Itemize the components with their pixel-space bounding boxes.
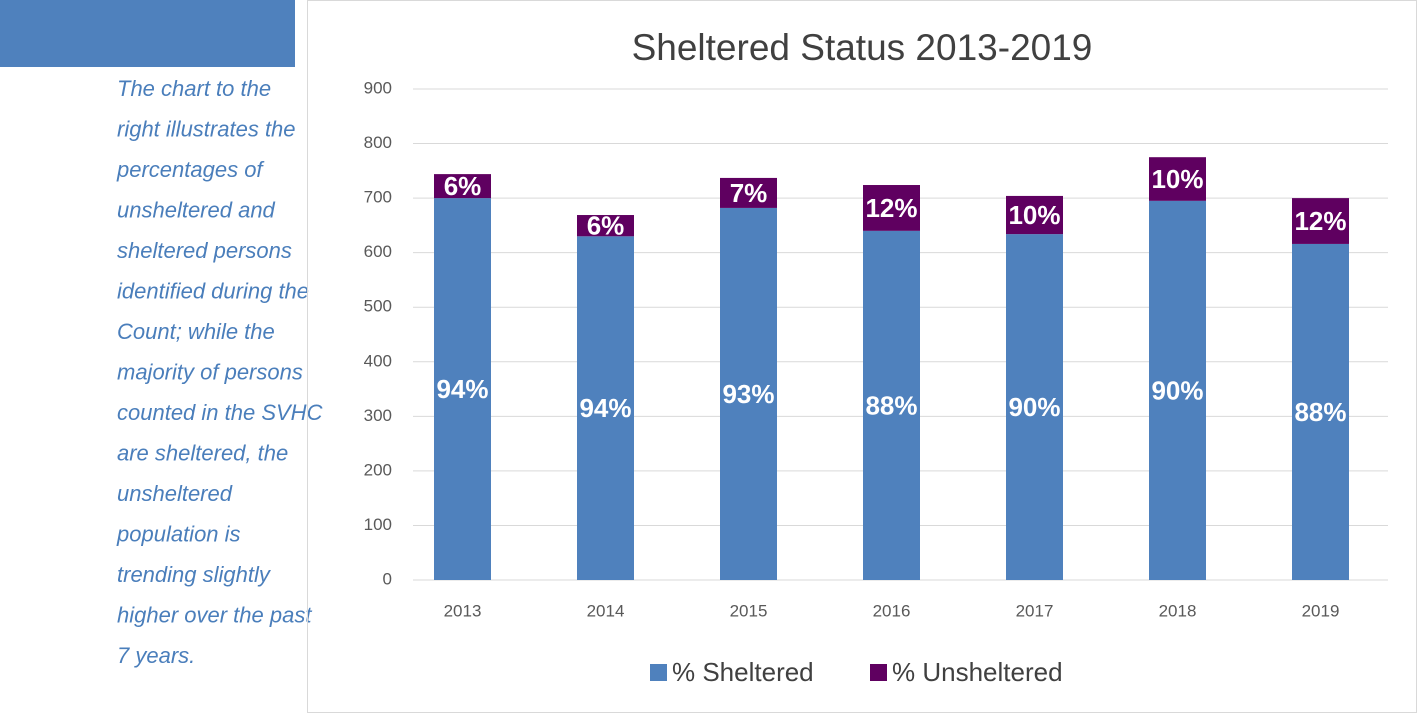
legend-label: % Sheltered [672, 657, 814, 687]
data-label: 6% [587, 211, 625, 241]
y-tick-label: 700 [364, 188, 392, 207]
y-tick-label: 600 [364, 242, 392, 261]
data-label: 12% [865, 193, 917, 223]
y-tick-label: 100 [364, 515, 392, 534]
legend-swatch [650, 664, 667, 681]
bar-segment [1292, 198, 1349, 244]
sidebar-line: majority of persons [117, 359, 303, 384]
sidebar-line: are sheltered, the [117, 440, 288, 465]
sidebar-line: identified during the [117, 278, 309, 303]
y-tick-label: 400 [364, 351, 392, 370]
x-tick-label: 2014 [587, 601, 625, 620]
bar-segment [1149, 157, 1206, 201]
data-label: 10% [1008, 200, 1060, 230]
data-label: 90% [1151, 375, 1203, 405]
sidebar-line: 7 years. [117, 643, 195, 668]
x-tick-label: 2015 [730, 601, 768, 620]
y-tick-label: 200 [364, 460, 392, 479]
sidebar-line: trending slightly [117, 562, 272, 587]
sidebar-header [0, 0, 295, 67]
sidebar-line: sheltered persons [117, 238, 292, 263]
bar-segment [863, 230, 920, 580]
sidebar-line: unsheltered and [117, 197, 276, 222]
y-tick-label: 500 [364, 297, 392, 316]
data-label: 93% [722, 379, 774, 409]
bar-segment [577, 215, 634, 237]
sidebar-text: The chart to the right illustrates the per… [116, 76, 323, 668]
x-tick-label: 2016 [873, 601, 911, 620]
bar-segment [720, 207, 777, 581]
data-label: 90% [1008, 392, 1060, 422]
legend-label: % Unsheltered [892, 657, 1063, 687]
data-label: 7% [730, 178, 768, 208]
bar-segment [1149, 200, 1206, 581]
bar-segment [434, 198, 491, 580]
x-tick-label: 2019 [1302, 601, 1340, 620]
y-tick-label: 900 [364, 78, 392, 97]
data-label: 10% [1151, 164, 1203, 194]
data-label: 12% [1294, 206, 1346, 236]
data-label: 88% [865, 390, 917, 420]
sidebar-line: Count; while the [117, 319, 275, 344]
sidebar-line: The chart to the [117, 76, 271, 101]
sidebar-line: right illustrates the [117, 116, 296, 141]
data-label: 94% [436, 374, 488, 404]
sidebar-line: counted in the SVHC [117, 400, 323, 425]
data-label: 94% [579, 393, 631, 423]
bar-segment [863, 185, 920, 231]
bar-segment [1292, 243, 1349, 580]
chart-title: Sheltered Status 2013-2019 [632, 27, 1093, 68]
data-label: 6% [444, 171, 482, 201]
y-tick-label: 800 [364, 133, 392, 152]
x-tick-label: 2013 [444, 601, 482, 620]
bar-segment [720, 177, 777, 208]
bar-segment [577, 236, 634, 581]
chart-border [307, 0, 1417, 713]
sidebar-line: percentages of [116, 157, 265, 182]
bar-segment [1006, 234, 1063, 580]
y-tick-label: 0 [383, 569, 392, 588]
x-tick-label: 2017 [1016, 601, 1054, 620]
data-label: 88% [1294, 397, 1346, 427]
sidebar-line: unsheltered [117, 481, 233, 506]
x-tick-label: 2018 [1159, 601, 1197, 620]
legend-swatch [870, 664, 887, 681]
sidebar-line: higher over the past [117, 602, 312, 627]
bar-segment [434, 174, 491, 199]
bar-segment [1006, 195, 1063, 235]
y-tick-label: 300 [364, 406, 392, 425]
sidebar-line: population is [116, 521, 241, 546]
